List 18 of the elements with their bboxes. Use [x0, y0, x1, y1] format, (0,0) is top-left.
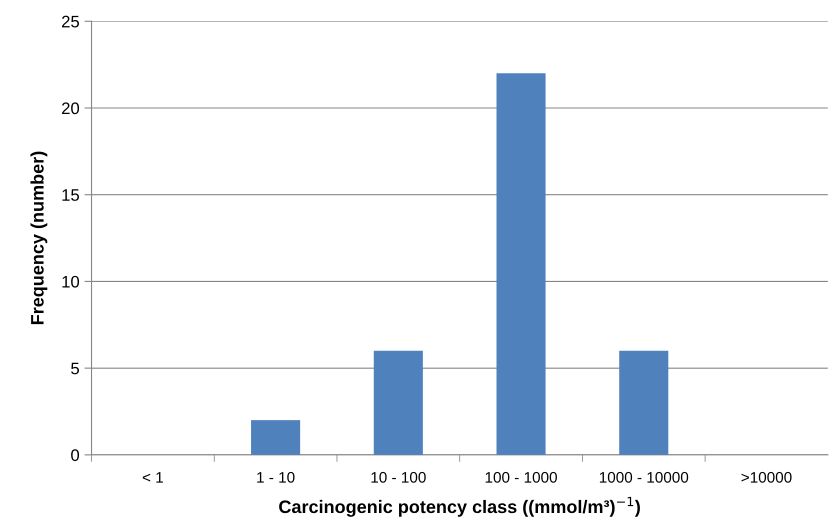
y-tick-label: 15 [62, 189, 80, 201]
x-tick-label: 100 - 1000 [486, 472, 557, 483]
x-axis-title: Carcinogenic potency class ((mmol/m³)$^{−1}$) [279, 496, 640, 517]
y-tick-label: 5 [71, 362, 80, 374]
x-tick-label: 10 - 100 [371, 472, 426, 483]
bar [496, 73, 546, 455]
y-axis-title: Frequency (number) [30, 152, 48, 324]
y-tick-label: 20 [62, 102, 80, 114]
y-tick-label: 10 [62, 276, 80, 288]
bar [374, 350, 423, 455]
x-tick-label: 1 - 10 [257, 472, 295, 483]
x-tick-label: 1000 - 10000 [600, 472, 688, 483]
x-tick-label: < 1 [142, 472, 163, 483]
y-tick-label: 0 [71, 449, 80, 462]
bar [619, 350, 668, 455]
x-tick-label: >10000 [742, 472, 792, 483]
y-tick-label: 25 [62, 16, 80, 28]
bar [251, 420, 300, 455]
